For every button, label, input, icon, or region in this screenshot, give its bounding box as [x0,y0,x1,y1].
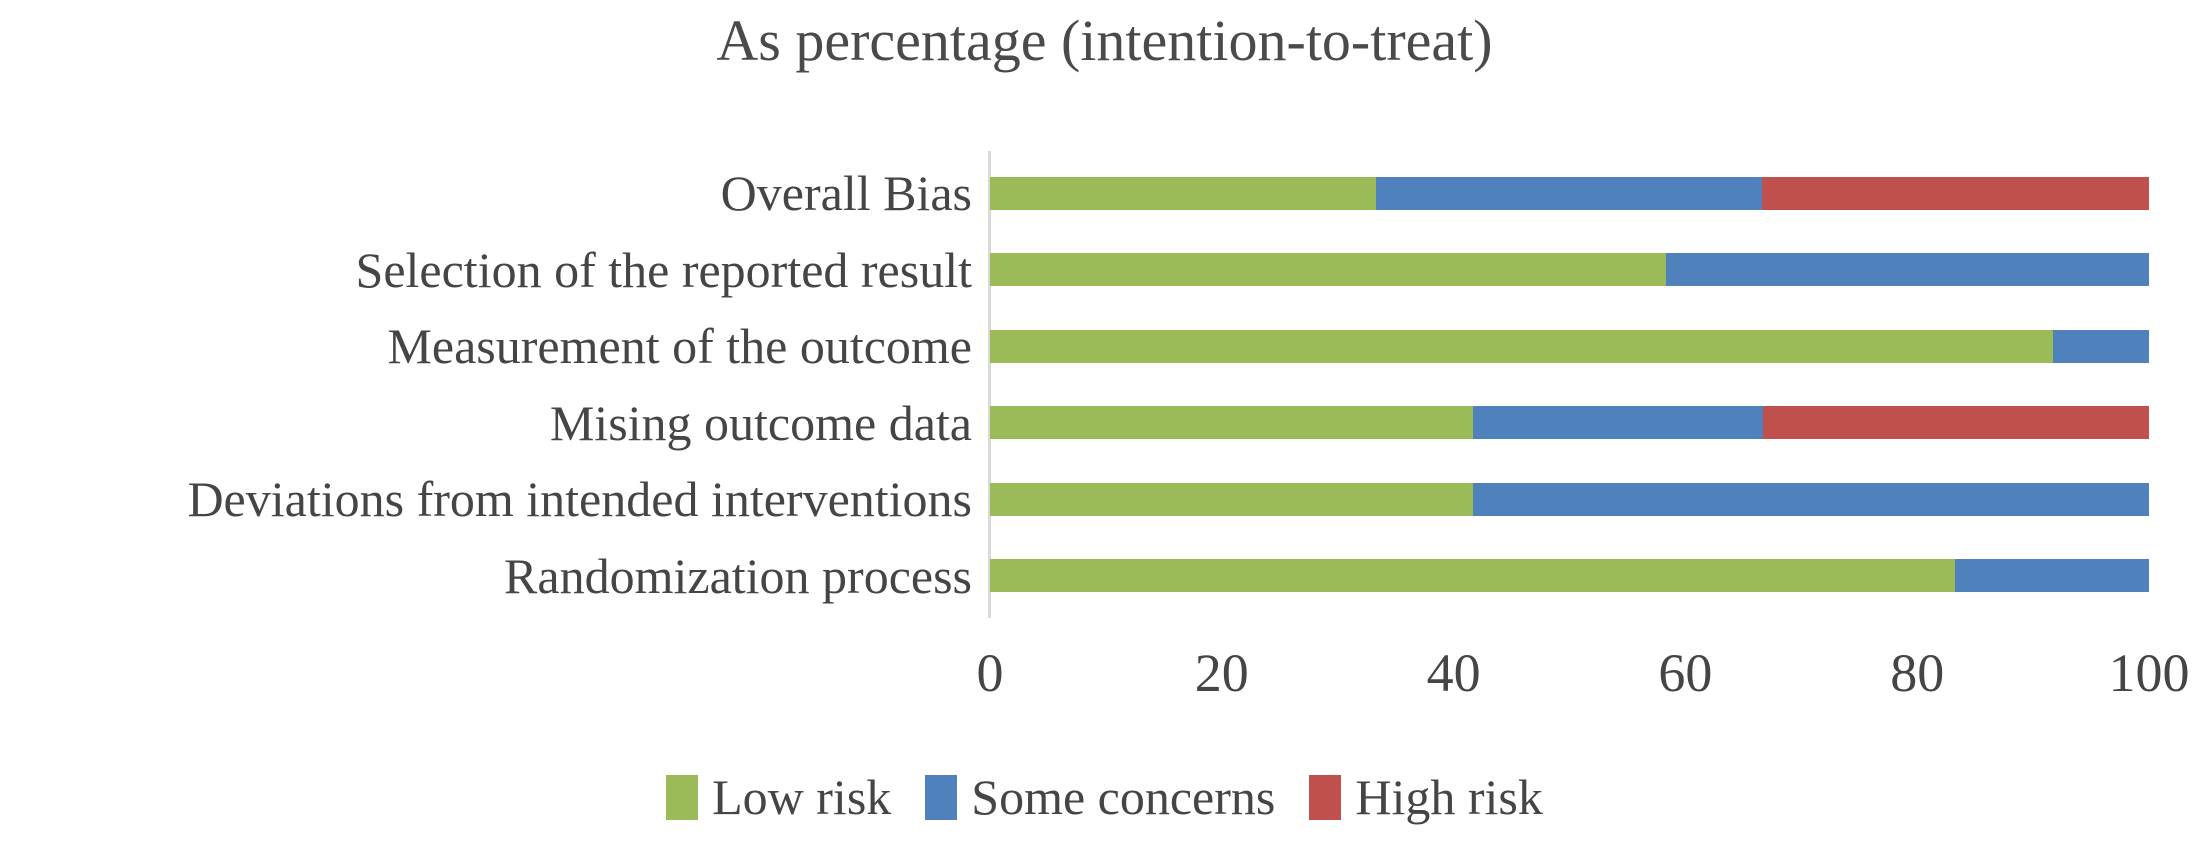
legend-item-some-concerns: Some concerns [925,768,1275,826]
bar-segment-some-concerns [1473,406,1764,440]
bar-row [990,329,2149,363]
chart-title: As percentage (intention-to-treat) [716,8,1493,73]
bar-segment-high-risk [1761,176,2149,210]
x-tick-label: 100 [2108,643,2190,703]
bar-segment-some-concerns [1375,176,1762,210]
legend-label: Some concerns [971,769,1276,825]
legend-swatch-low-risk [666,774,699,820]
bar-segment-low-risk [990,559,1956,593]
legend-item-low-risk: Low risk [666,768,891,826]
category-label: Overall Bias [720,165,972,221]
bar-row [990,176,2149,210]
category-axis-line [988,151,991,618]
bar-segment-low-risk [990,253,1666,287]
category-label: Measurement of the outcome [387,318,972,374]
legend-swatch-high-risk [1309,774,1342,820]
bar-segment-low-risk [990,406,1474,440]
bar-segment-low-risk [990,176,1376,210]
x-tick-label: 40 [1426,643,1481,703]
legend-item-high-risk: High risk [1309,768,1543,826]
legend-swatch-some-concerns [925,774,958,820]
bar-segment-some-concerns [2052,329,2149,363]
category-labels: Overall Bias Selection of the reported re… [0,155,972,614]
legend-label: High risk [1355,769,1543,825]
x-tick-label: 20 [1194,643,1249,703]
bar-segment-some-concerns [1473,482,2149,516]
legend: Low risk Some concerns High risk [0,768,2209,826]
category-label: Deviations from intended interventions [187,471,972,527]
bar-segment-some-concerns [1955,559,2149,593]
category-label: Mising outcome data [549,394,972,451]
x-tick-label: 0 [976,643,1004,703]
bar-segment-high-risk [1763,406,2149,440]
x-axis-tick-labels: 0 20 40 60 80 100 [977,642,2190,714]
bar-segment-some-concerns [1665,253,2149,287]
bar-segment-low-risk [990,482,1474,516]
legend-label: Low risk [712,769,892,825]
bar-row [990,559,2149,593]
x-tick-label: 60 [1658,643,1713,703]
x-tick-label: 80 [1890,643,1945,703]
category-label: Randomization process [504,547,972,604]
bar-row [990,253,2149,287]
bar-row [990,406,2149,440]
category-label: Selection of the reported result [355,241,972,298]
bar-segment-low-risk [990,329,2053,363]
bar-row [990,482,2149,516]
plot-area [990,155,2149,614]
